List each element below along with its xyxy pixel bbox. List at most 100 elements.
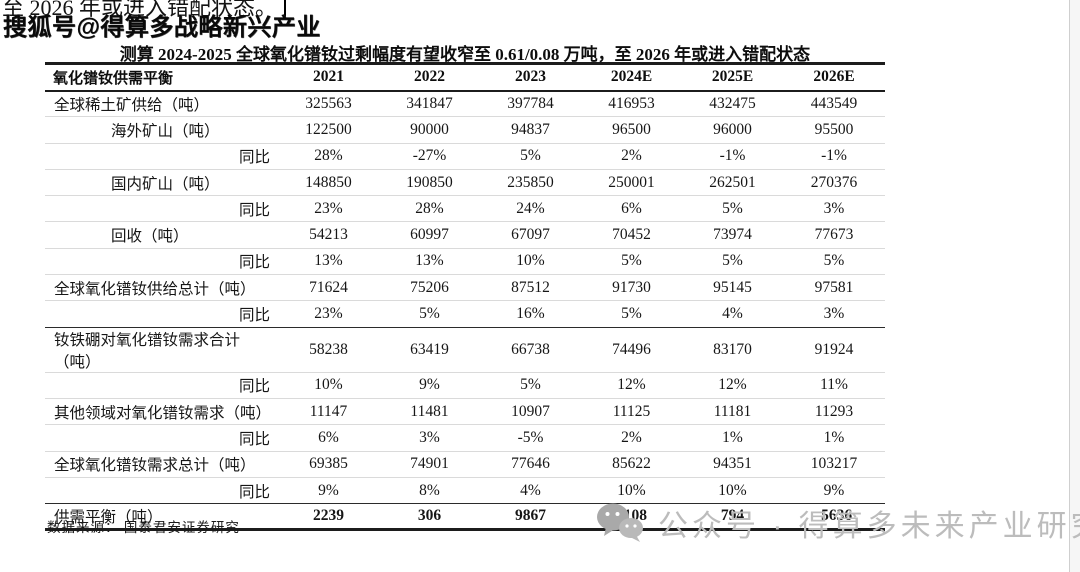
cell-value: 91730 xyxy=(581,274,682,301)
row-label: 同比 xyxy=(45,247,278,275)
cell-value: 73974 xyxy=(682,221,783,249)
cell-value: 75206 xyxy=(379,274,480,301)
cell-value: 54213 xyxy=(278,221,379,249)
cell-value: -1% xyxy=(783,142,885,170)
cell-value: 11293 xyxy=(783,397,885,425)
cell-value: 122500 xyxy=(278,116,379,144)
table-row: 钕铁硼对氧化镨钕需求合计（吨） 58238 63419 66738 74496 … xyxy=(45,326,885,373)
cell-value: 12% xyxy=(682,371,783,399)
page-edge-strip xyxy=(1069,0,1080,572)
row-label: 同比 xyxy=(45,476,278,504)
row-label: 供需平衡（吨） xyxy=(45,503,278,530)
cell-value: 11125 xyxy=(581,397,682,425)
cell-value: 90000 xyxy=(379,116,480,144)
cell-value: 5% xyxy=(480,142,581,170)
cell-value: 9% xyxy=(783,476,885,504)
cell-value: 103217 xyxy=(783,450,885,478)
row-label: 全球氧化镨钕供给总计（吨） xyxy=(45,274,278,301)
cell-value: 306 xyxy=(379,503,480,530)
cell-value: 10% xyxy=(682,476,783,504)
table-row: 海外矿山（吨） 122500 90000 94837 96500 96000 9… xyxy=(45,116,885,144)
row-label: 同比 xyxy=(45,371,278,399)
table-title: 测算 2024-2025 全球氧化镨钕过剩幅度有望收窄至 0.61/0.08 万… xyxy=(119,45,811,64)
cell-value: 11481 xyxy=(379,397,480,425)
table-row: 同比 10% 9% 5% 12% 12% 11% xyxy=(45,371,885,399)
table-row: 全球氧化镨钕供给总计（吨） 71624 75206 87512 91730 95… xyxy=(45,274,885,301)
table-header: 氧化镨钕供需平衡 2021 2022 2023 2024E 2025E 2026… xyxy=(45,63,885,92)
cell-value: 5% xyxy=(581,300,682,328)
row-label: 同比 xyxy=(45,195,278,222)
cell-value: 190850 xyxy=(379,168,480,196)
cell-value: 77673 xyxy=(783,221,885,249)
cell-value: 66738 xyxy=(480,326,581,373)
cell-value: 4% xyxy=(682,300,783,328)
cell-value: 2% xyxy=(581,142,682,170)
cell-value: 95500 xyxy=(783,116,885,144)
cell-value: 63419 xyxy=(379,326,480,373)
supply-demand-table: 氧化镨钕供需平衡 2021 2022 2023 2024E 2025E 2026… xyxy=(45,62,885,532)
sohu-watermark: 搜狐号@得算多战略新兴产业 xyxy=(3,14,321,41)
cell-value: 71624 xyxy=(278,274,379,301)
cell-value: 10907 xyxy=(480,397,581,425)
row-label: 全球氧化镨钕需求总计（吨） xyxy=(45,450,278,478)
cell-value: 10% xyxy=(581,476,682,504)
cell-value: 250001 xyxy=(581,168,682,196)
cell-value: 85622 xyxy=(581,450,682,478)
row-label: 全球稀土矿供给（吨） xyxy=(54,96,210,114)
row-label: 同比 xyxy=(45,300,278,328)
cell-value: 74901 xyxy=(379,450,480,478)
cell-value: 13% xyxy=(278,247,379,275)
cell-value: 9867 xyxy=(480,503,581,530)
cell-value: 325563 xyxy=(305,94,352,112)
cell-value: 96500 xyxy=(581,116,682,144)
cell-value: 148850 xyxy=(278,168,379,196)
cell-value: 12% xyxy=(581,371,682,399)
cell-value: 10% xyxy=(480,247,581,275)
cell-value: 5% xyxy=(783,247,885,275)
cell-value: 74496 xyxy=(581,326,682,373)
cell-value: 3% xyxy=(783,300,885,328)
cell-value: 341847 xyxy=(406,94,453,112)
table-header-row: 氧化镨钕供需平衡 2021 2022 2023 2024E 2025E 2026… xyxy=(45,63,885,92)
cell-value: 97581 xyxy=(783,274,885,301)
header-cell-2022: 2022 xyxy=(379,63,480,92)
row-label: 钕铁硼对氧化镨钕需求合计（吨） xyxy=(45,326,278,373)
wechat-watermark: 公众号 · 得算多未来产业研究 xyxy=(596,501,1080,545)
row-label: 回收（吨） xyxy=(45,221,278,249)
cell-value: 87512 xyxy=(480,274,581,301)
clipped-text: 至 2026 年或进入错配状态。 xyxy=(2,0,278,20)
table-row: 同比 9% 8% 4% 10% 10% 9% xyxy=(45,476,885,504)
cell-value: 11147 xyxy=(278,397,379,425)
header-cell-2025e: 2025E xyxy=(682,63,783,92)
table-row: 同比 23% 28% 24% 6% 5% 3% xyxy=(45,195,885,222)
cell-value: 235850 xyxy=(480,168,581,196)
cell-value: 60997 xyxy=(379,221,480,249)
cell-value: 397784 xyxy=(507,94,554,112)
cell-value: -27% xyxy=(379,142,480,170)
cell-value: 5% xyxy=(682,195,783,222)
table-row: 同比 23% 5% 16% 5% 4% 3% xyxy=(45,300,885,328)
cell-value: 5% xyxy=(379,300,480,328)
cell-value: 432475 xyxy=(709,94,756,112)
source-note: 数据来源： 国泰君安证券研究 xyxy=(47,520,240,535)
table-row: 全球稀土矿供给（吨） 325563 341847 397784 416953 4… xyxy=(45,91,885,117)
text-cursor xyxy=(284,0,287,20)
cell-value: 24% xyxy=(480,195,581,222)
cell-value: 58238 xyxy=(278,326,379,373)
table-row: 全球氧化镨钕需求总计（吨） 69385 74901 77646 85622 94… xyxy=(45,450,885,478)
cell-value: 16% xyxy=(480,300,581,328)
cell-value: 1% xyxy=(783,424,885,452)
cell-value: 3% xyxy=(783,195,885,222)
row-label: 其他领域对氧化镨钕需求（吨） xyxy=(45,397,278,425)
cell-value: 67097 xyxy=(480,221,581,249)
cell-value: 69385 xyxy=(278,450,379,478)
cell-value: 4% xyxy=(480,476,581,504)
row-label: 海外矿山（吨） xyxy=(45,116,278,144)
row-label: 国内矿山（吨） xyxy=(45,168,278,196)
cell-value: 83170 xyxy=(682,326,783,373)
cell-value: 10% xyxy=(278,371,379,399)
cell-value: 70452 xyxy=(581,221,682,249)
cell-value: 95145 xyxy=(682,274,783,301)
cell-value: 77646 xyxy=(480,450,581,478)
cell-value: -1% xyxy=(682,142,783,170)
